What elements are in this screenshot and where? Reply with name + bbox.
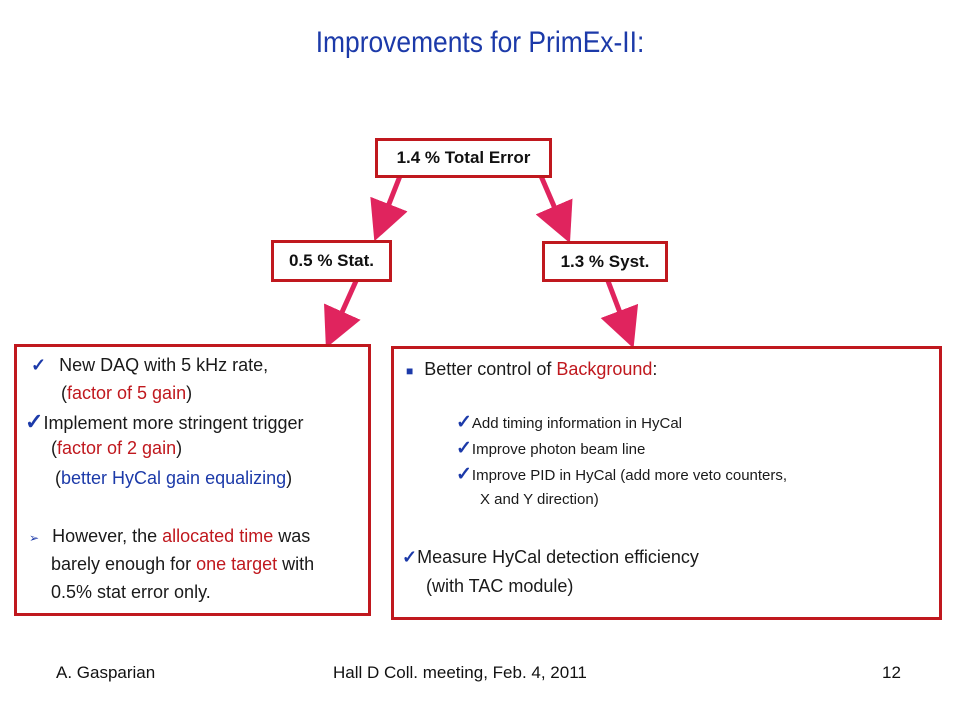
stat-improvements-panel: ✓ New DAQ with 5 kHz rate, (factor of 5 …: [14, 344, 371, 616]
arrow-total-to-stat: [370, 175, 408, 242]
list-item-cont: barely enough for one target with: [51, 554, 315, 574]
sub-list-item: ✓Improve photon beam line: [456, 438, 646, 459]
footer-page-number: 12: [882, 663, 901, 682]
slide-title: Improvements for PrimEx-II:: [315, 26, 645, 59]
arrow-bullet-icon: ➢: [29, 531, 40, 545]
sub-list-item: ✓Improve PID in HyCal (add more veto cou…: [456, 464, 788, 485]
syst-error-box: 1.3 % Syst.: [542, 241, 668, 282]
checkmark-icon: ✓: [456, 464, 472, 485]
syst-error-label: 1.3 % Syst.: [560, 252, 650, 271]
arrow-stat-to-left: [324, 279, 361, 349]
list-item: ✓ New DAQ with 5 kHz rate,: [31, 355, 269, 375]
total-error-box: 1.4 % Total Error: [375, 138, 552, 178]
footer-event: Hall D Coll. meeting, Feb. 4, 2011: [333, 663, 587, 682]
checkmark-icon: ✓: [456, 438, 472, 459]
checkmark-icon: ✓: [402, 547, 418, 567]
checkmark-icon: ✓: [31, 355, 47, 375]
stat-error-label: 0.5 % Stat.: [288, 251, 375, 270]
arrow-syst-to-right: [600, 280, 639, 349]
list-item: ✓Implement more stringent trigger: [25, 409, 304, 434]
list-item-cont: (factor of 2 gain): [51, 438, 183, 458]
list-item: ■ Better control of Background:: [406, 359, 658, 379]
list-item: ✓Measure HyCal detection efficiency: [402, 547, 699, 567]
footer-author: A. Gasparian: [56, 663, 156, 682]
list-item-cont: (better HyCal gain equalizing): [55, 468, 293, 488]
arrow-total-to-syst: [535, 175, 573, 244]
checkmark-icon: ✓: [25, 409, 44, 434]
list-item-cont: (factor of 5 gain): [61, 383, 193, 403]
list-item: ➢ However, the allocated time was: [29, 526, 311, 546]
syst-improvements-panel: ■ Better control of Background: ✓Add tim…: [391, 346, 942, 620]
checkmark-icon: ✓: [456, 412, 472, 433]
sub-list-item-cont: X and Y direction): [480, 491, 599, 508]
list-item-cont: 0.5% stat error only.: [51, 582, 211, 602]
list-item-cont: (with TAC module): [426, 576, 574, 596]
sub-list-item: ✓Add timing information in HyCal: [456, 412, 683, 433]
total-error-label: 1.4 % Total Error: [396, 148, 531, 167]
stat-error-box: 0.5 % Stat.: [271, 240, 392, 282]
square-bullet-icon: ■: [406, 364, 414, 378]
